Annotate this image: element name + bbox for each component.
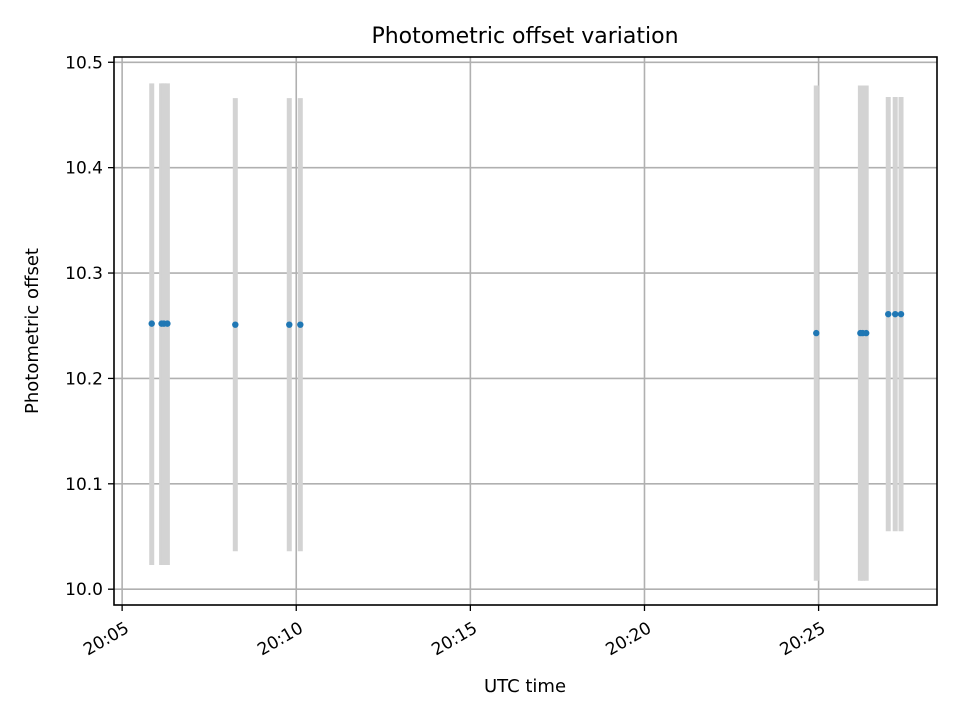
y-tick-label: 10.2 (65, 369, 103, 389)
y-tick-label: 10.3 (65, 264, 103, 284)
chart-title: Photometric offset variation (371, 24, 678, 49)
data-point (813, 329, 820, 337)
y-tick-label: 10.5 (65, 53, 103, 73)
x-tick-label: 20:25 (777, 618, 829, 660)
marker-layer (148, 310, 905, 337)
y-tick-label: 10.4 (65, 159, 103, 179)
plot-frame (113, 56, 938, 606)
tick-layer: 10.0 10.1 10.2 10.3 10.4 10.5 20:05 20:10 20:15 2… (65, 53, 829, 660)
data-point (148, 320, 155, 327)
x-tick-label: 20:05 (80, 618, 132, 660)
error-bar-layer (149, 83, 904, 581)
data-point (164, 320, 171, 327)
data-point (892, 310, 899, 318)
y-axis-label: Photometric offset (22, 248, 43, 414)
y-tick-label: 10.0 (65, 580, 103, 600)
data-point (232, 321, 239, 328)
y-tick-label: 10.1 (65, 475, 103, 495)
data-point (862, 329, 870, 337)
x-tick-label: 20:15 (428, 618, 480, 660)
x-axis-label: UTC time (484, 676, 566, 697)
data-point (286, 321, 293, 328)
data-point (885, 310, 892, 318)
data-point (297, 321, 304, 328)
x-tick-label: 20:20 (603, 618, 655, 660)
x-tick-label: 20:10 (254, 618, 306, 660)
data-point (897, 310, 905, 318)
